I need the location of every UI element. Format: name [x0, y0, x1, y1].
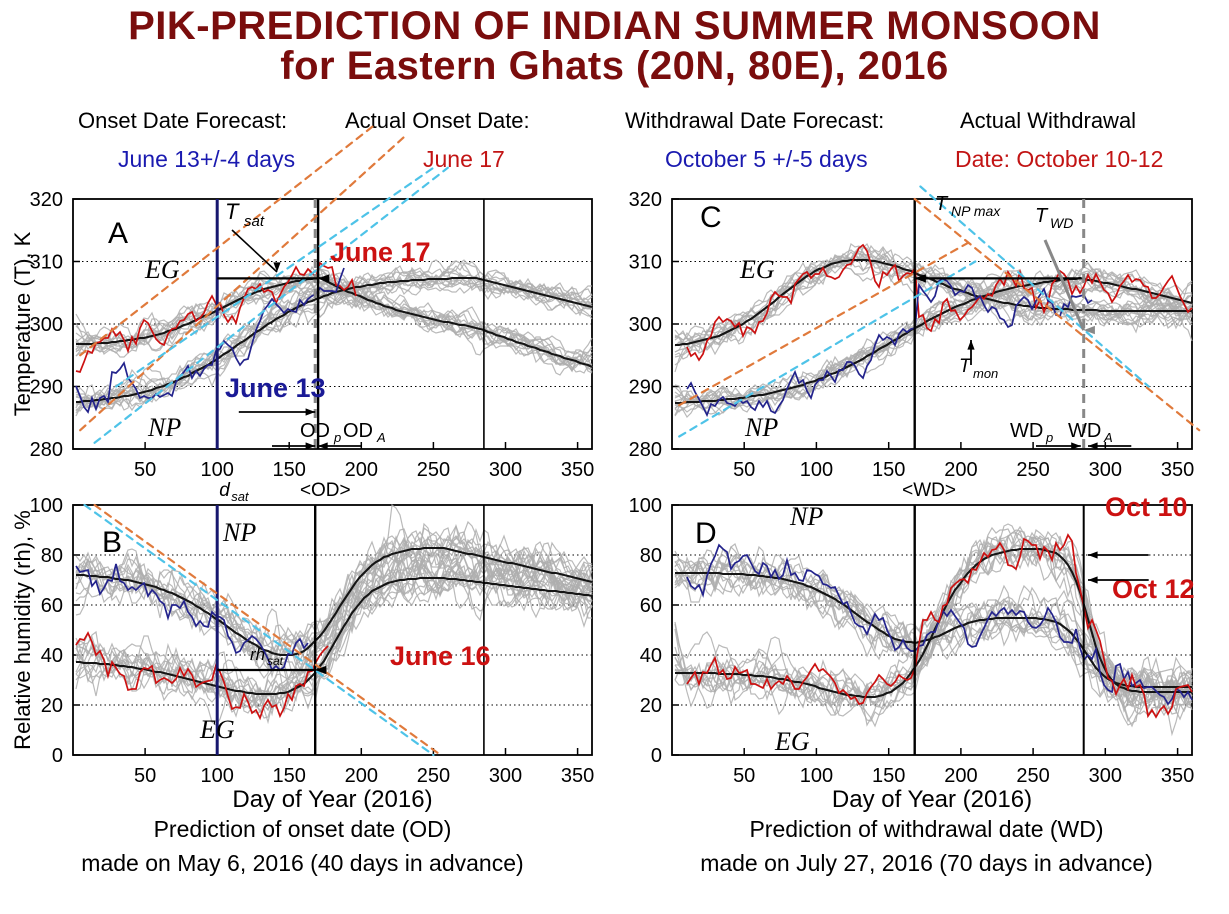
svg-text:50: 50 [134, 459, 156, 481]
svg-text:B: B [102, 526, 122, 559]
svg-text:20: 20 [41, 695, 63, 717]
svg-text:100: 100 [201, 459, 234, 481]
svg-text:0: 0 [651, 745, 662, 767]
svg-text:80: 80 [41, 545, 63, 567]
svg-text:<OD>: <OD> [300, 480, 351, 501]
svg-text:300: 300 [1089, 765, 1122, 787]
svg-text:320: 320 [629, 189, 662, 211]
svg-text:T: T [225, 199, 240, 224]
svg-text:350: 350 [1161, 765, 1194, 787]
svg-text:p: p [333, 430, 341, 445]
svg-text:150: 150 [273, 765, 306, 787]
svg-text:EG: EG [199, 715, 235, 744]
svg-text:NP: NP [222, 518, 256, 547]
svg-text:NP: NP [744, 413, 778, 442]
svg-text:350: 350 [561, 459, 594, 481]
svg-text:60: 60 [41, 595, 63, 617]
svg-text:NP max: NP max [951, 203, 1001, 219]
svg-text:June 13: June 13 [225, 373, 326, 403]
svg-text:rh: rh [250, 645, 265, 664]
svg-text:50: 50 [134, 765, 156, 787]
svg-text:Oct 10: Oct 10 [1105, 492, 1188, 522]
svg-text:June 17: June 17 [330, 237, 431, 267]
svg-text:280: 280 [30, 439, 63, 461]
svg-text:40: 40 [41, 645, 63, 667]
svg-text:EG: EG [739, 255, 775, 284]
svg-text:310: 310 [629, 252, 662, 274]
svg-text:d: d [219, 480, 231, 501]
svg-text:WD: WD [1068, 420, 1101, 442]
svg-text:100: 100 [800, 459, 833, 481]
svg-text:0: 0 [52, 745, 63, 767]
svg-text:250: 250 [1016, 765, 1049, 787]
svg-text:T: T [959, 356, 972, 377]
svg-text:OD: OD [343, 420, 373, 442]
svg-text:300: 300 [1089, 459, 1122, 481]
svg-text:A: A [1103, 430, 1113, 445]
svg-text:p: p [1045, 430, 1053, 445]
svg-text:NP: NP [147, 413, 181, 442]
svg-text:100: 100 [629, 495, 662, 517]
svg-text:290: 290 [629, 377, 662, 399]
svg-text:Relative humidity (rh), %: Relative humidity (rh), % [10, 510, 35, 750]
svg-text:60: 60 [640, 595, 662, 617]
svg-text:Temperature (T), K: Temperature (T), K [10, 231, 35, 416]
svg-text:mon: mon [973, 366, 998, 381]
svg-text:320: 320 [30, 189, 63, 211]
svg-text:NP: NP [789, 502, 823, 531]
svg-text:200: 200 [345, 459, 378, 481]
svg-text:150: 150 [872, 459, 905, 481]
svg-text:350: 350 [561, 765, 594, 787]
svg-text:sat: sat [231, 489, 250, 504]
svg-text:OD: OD [300, 420, 330, 442]
svg-text:200: 200 [944, 459, 977, 481]
svg-text:A: A [376, 430, 386, 445]
svg-text:150: 150 [872, 765, 905, 787]
svg-text:250: 250 [417, 765, 450, 787]
svg-text:A: A [108, 217, 128, 250]
svg-text:200: 200 [944, 765, 977, 787]
svg-text:50: 50 [733, 459, 755, 481]
svg-text:WD: WD [1010, 420, 1043, 442]
svg-text:T: T [935, 193, 949, 215]
svg-text:300: 300 [629, 314, 662, 336]
svg-text:<WD>: <WD> [902, 480, 956, 501]
svg-text:sat: sat [267, 654, 284, 668]
svg-text:Day of Year (2016): Day of Year (2016) [832, 786, 1032, 813]
svg-text:D: D [695, 517, 717, 550]
svg-text:sat: sat [244, 213, 265, 230]
svg-text:C: C [700, 201, 722, 234]
svg-text:100: 100 [800, 765, 833, 787]
svg-text:300: 300 [489, 765, 522, 787]
svg-text:250: 250 [1016, 459, 1049, 481]
svg-text:100: 100 [201, 765, 234, 787]
svg-text:Day of Year (2016): Day of Year (2016) [232, 786, 432, 813]
svg-text:June 16: June 16 [390, 641, 491, 671]
svg-text:T: T [1035, 205, 1049, 227]
svg-text:350: 350 [1161, 459, 1194, 481]
svg-text:300: 300 [489, 459, 522, 481]
svg-text:200: 200 [345, 765, 378, 787]
svg-text:280: 280 [629, 439, 662, 461]
svg-text:WD: WD [1050, 215, 1073, 231]
svg-text:40: 40 [640, 645, 662, 667]
svg-text:50: 50 [733, 765, 755, 787]
svg-text:150: 150 [273, 459, 306, 481]
svg-text:250: 250 [417, 459, 450, 481]
svg-text:EG: EG [774, 727, 810, 756]
svg-text:80: 80 [640, 545, 662, 567]
svg-text:Oct 12: Oct 12 [1112, 574, 1195, 604]
svg-text:20: 20 [640, 695, 662, 717]
svg-text:EG: EG [144, 255, 180, 284]
